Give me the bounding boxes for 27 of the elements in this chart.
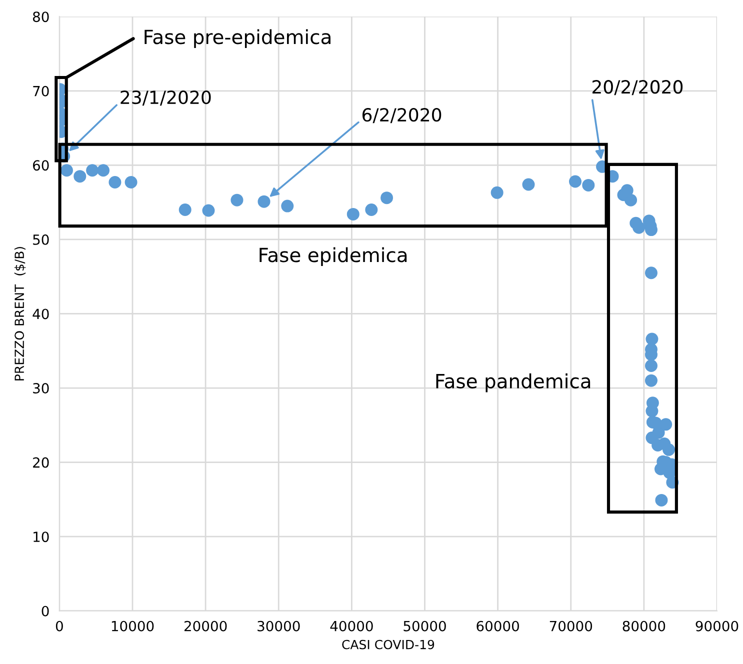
y-tick-label: 80 bbox=[32, 12, 49, 22]
y-tick-label: 0 bbox=[42, 606, 49, 616]
annotation: 6/2/2020 bbox=[362, 108, 442, 124]
x-tick-label: 70000 bbox=[550, 620, 592, 632]
annotation: Fase pre-epidemica bbox=[144, 29, 330, 48]
x-axis-title: CASI COVID-19 bbox=[342, 640, 434, 650]
x-tick-label: 50000 bbox=[404, 620, 446, 632]
y-tick-label: 50 bbox=[33, 234, 49, 245]
y-tick-label: 60 bbox=[33, 160, 49, 171]
annotation: 20/2/2020 bbox=[592, 80, 683, 96]
x-tick-label: 90000 bbox=[696, 620, 738, 632]
x-tick-label: 60000 bbox=[476, 620, 519, 632]
x-tick-label: 30000 bbox=[258, 620, 300, 632]
y-tick-label: 20 bbox=[33, 457, 49, 468]
annotation: 23/1/2020 bbox=[120, 90, 211, 106]
y-tick-label: 40 bbox=[32, 308, 49, 320]
y-tick-label: 10 bbox=[34, 532, 49, 542]
x-tick-label: 10000 bbox=[112, 620, 154, 632]
y-tick-label: 70 bbox=[33, 86, 49, 96]
annotation: Fase pandemica bbox=[436, 373, 590, 392]
x-tick-label: 40000 bbox=[330, 620, 373, 632]
x-tick-label: 20000 bbox=[184, 620, 227, 632]
x-tick-label: 80000 bbox=[622, 620, 666, 632]
y-tick-label: 30 bbox=[33, 382, 49, 394]
annotation: Fase epidemica bbox=[260, 247, 407, 266]
y-axis-title: PREZZO BRENT ($/B) bbox=[14, 246, 26, 380]
x-tick-label: 0 bbox=[56, 620, 63, 632]
